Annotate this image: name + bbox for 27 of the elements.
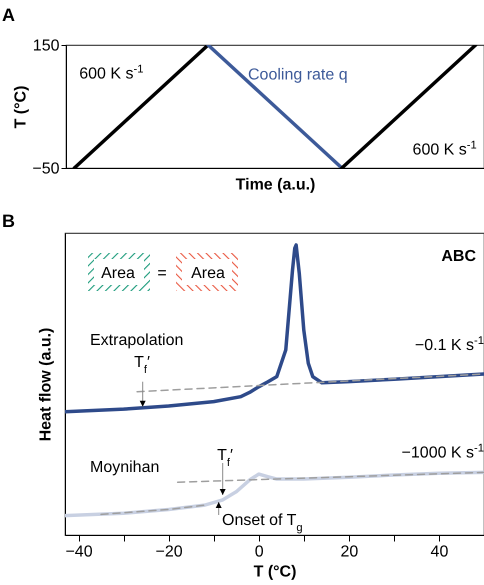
annotation: Moynihan [90,459,160,476]
annotation: T$_{f}$′ [217,447,233,469]
annotation: Area [101,265,135,282]
series-label: −1000 K s$^{-1}$ [402,442,484,462]
annotation: Extrapolation [90,332,184,349]
annotation: = [157,265,167,282]
x-tick-label: −40 [65,544,93,560]
chart-title: B [2,211,15,231]
series-label: −0.1 K s$^{-1}$ [414,335,484,354]
x-axis-title: T (°C) [254,564,296,580]
series-label: Cooling rate q [248,66,348,84]
y-axis-title: T (°C) [12,86,30,128]
annotation: T$_{f}$′ [134,354,150,376]
x-tick-label: 20 [340,544,358,560]
annotation: ABC [441,248,476,265]
y-axis-title: Heat flow (a.u.) [38,328,54,442]
annotation: Area [191,265,225,282]
series-label: 600 K s$^{-1}$ [412,140,477,158]
series-label: 600 K s$^{-1}$ [79,64,144,82]
annotation: Onset of T$_{g}$ [222,512,303,534]
x-tick-label: 40 [430,544,448,560]
y-tick-label: 150 [32,38,60,54]
chart-title: A [2,5,15,25]
x-tick-label: 0 [254,544,264,560]
y-tick-label: −50 [32,160,60,178]
x-axis-title: Time (a.u.) [236,176,316,194]
x-tick-label: −20 [156,544,183,560]
